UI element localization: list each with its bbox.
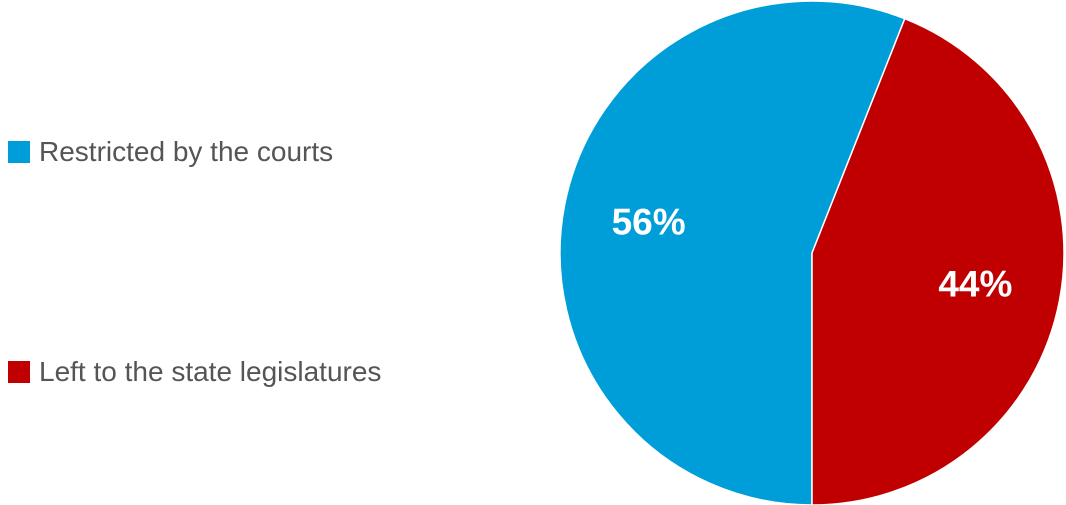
legend-item-restricted-by-courts: Restricted by the courts [8,134,333,170]
legend-label-left-to-state-legislatures: Left to the state legislatures [39,356,382,387]
pie-slice-restricted-by-courts [559,0,906,505]
data-label-left-to-state-legislatures: 44% [938,264,1012,305]
pie-slice-left-to-state-legislatures [811,17,1065,505]
legend-label-restricted-by-courts: Restricted by the courts [39,136,334,167]
legend-swatch-left-to-state-legislatures [8,361,30,383]
legend-swatch-restricted-by-courts [8,141,30,163]
chart-legend: Restricted by the courts Left to the sta… [8,0,528,505]
legend-item-left-to-state-legislatures: Left to the state legislatures [8,354,381,390]
data-label-restricted-by-courts: 56% [612,201,686,242]
